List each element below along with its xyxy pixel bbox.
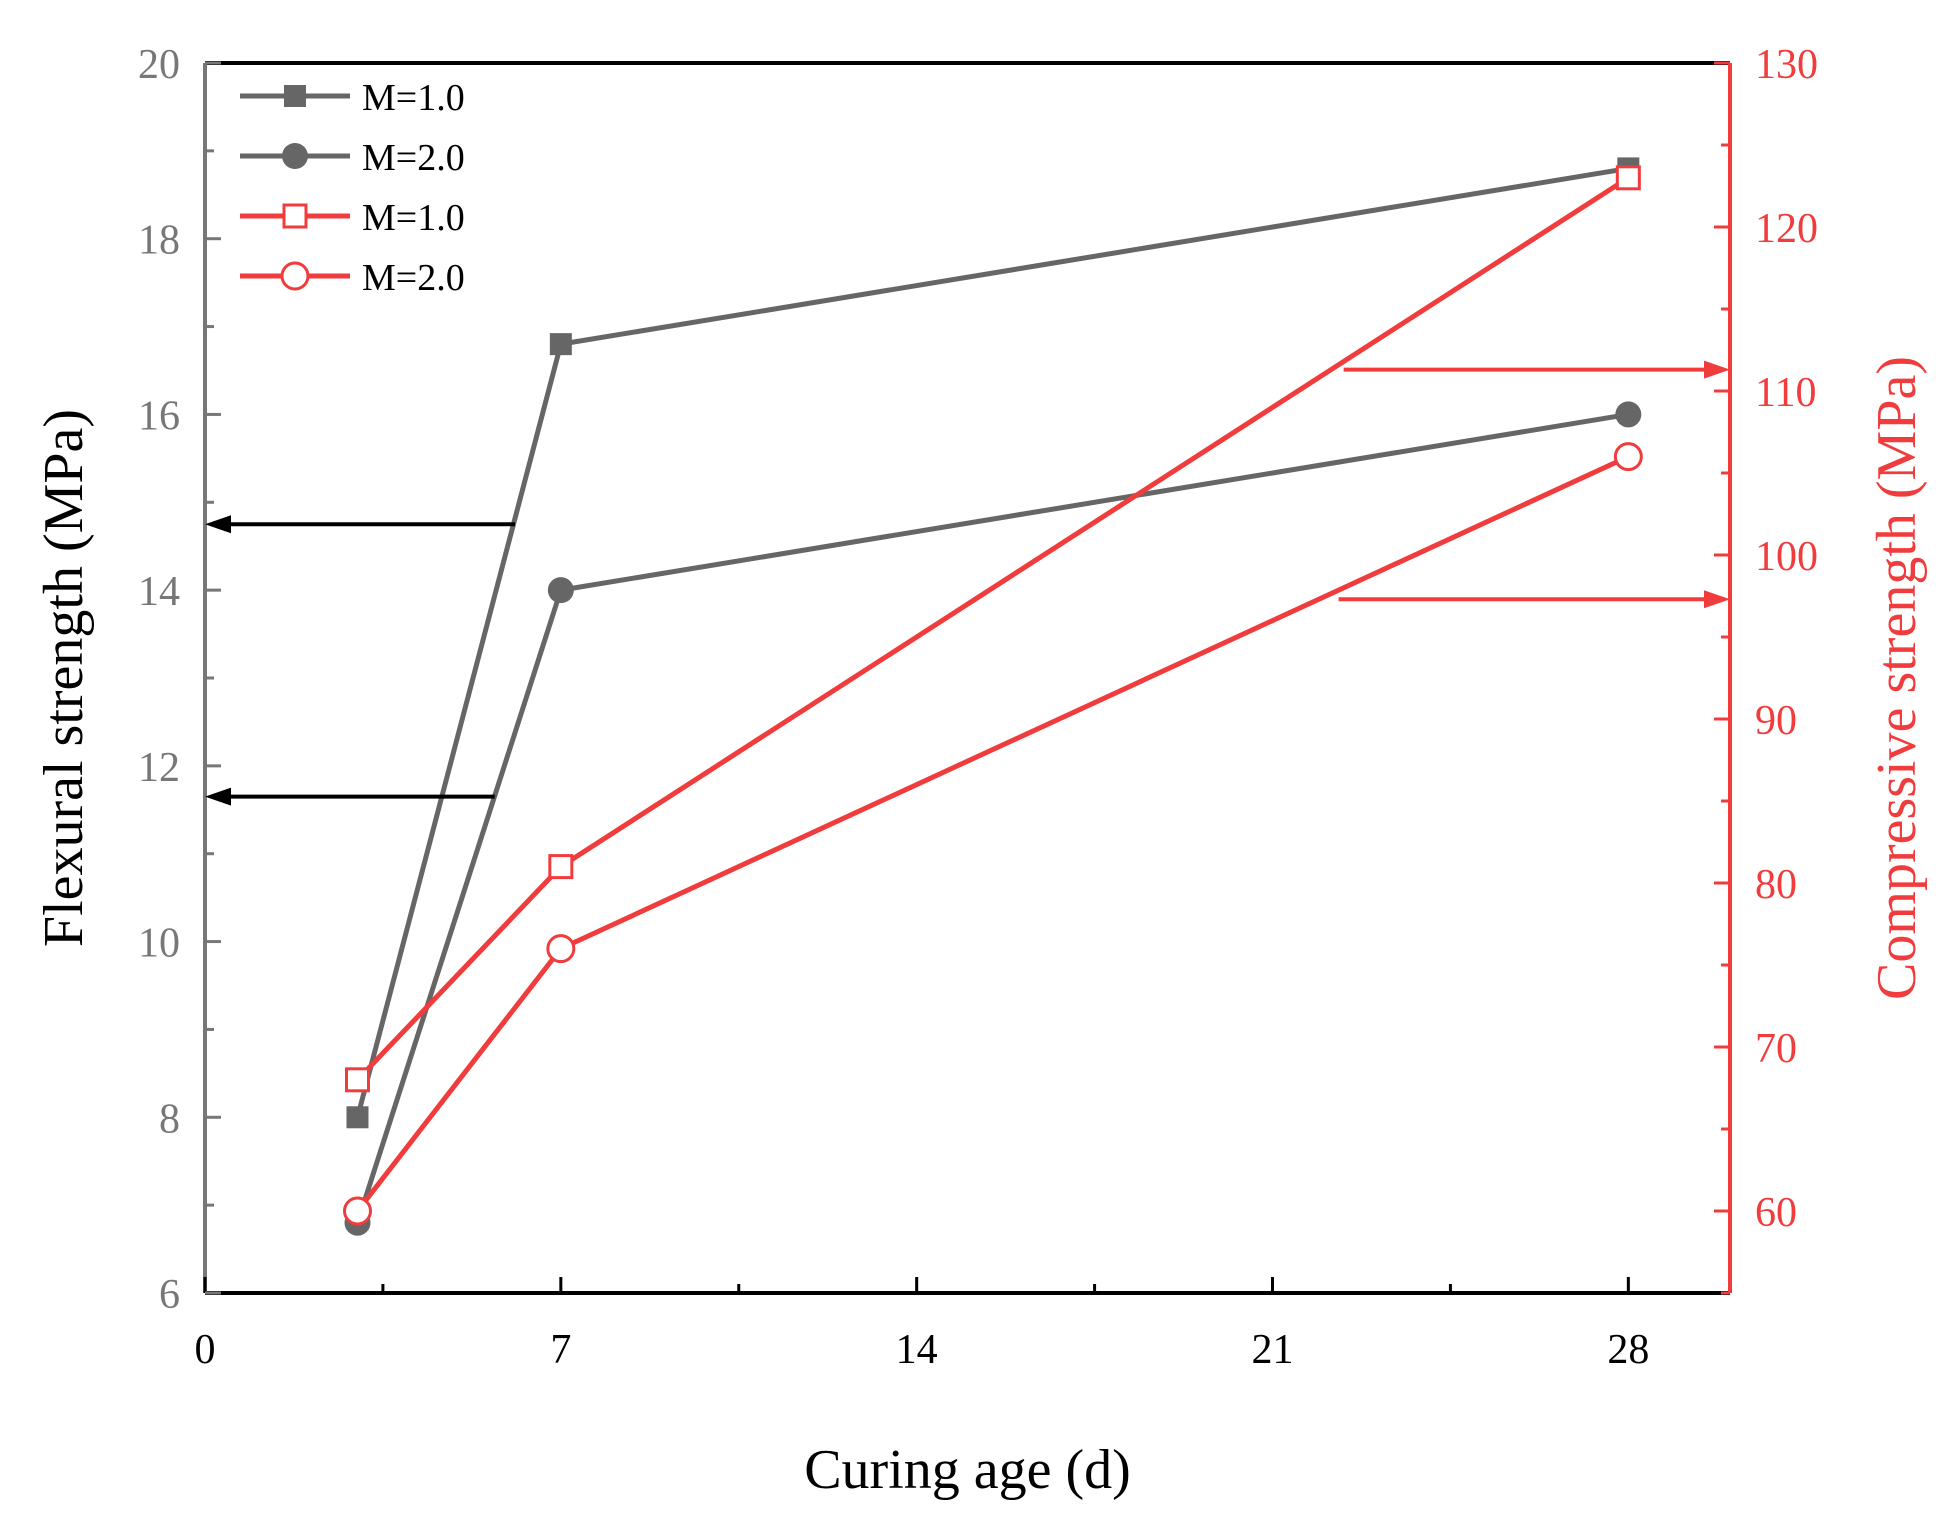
- y-left-tick-label: 18: [138, 218, 180, 264]
- annotation-arrows: [205, 360, 1730, 806]
- right-y-axis-ticks: 60 70 80 90 100 110 120 130: [1714, 42, 1818, 1295]
- plot-frame: [203, 61, 1732, 1295]
- y-right-tick-label: 80: [1755, 862, 1797, 908]
- series-2-left: [344, 401, 1642, 1236]
- arrow-head: [1704, 590, 1730, 609]
- legend: M=1.0 M=2.0 M=1.0 M=2.0: [240, 77, 465, 299]
- y-right-tick-label: 70: [1755, 1026, 1797, 1072]
- y-right-tick-label: 90: [1755, 698, 1797, 744]
- data-point: [546, 934, 576, 964]
- legend-marker: [284, 85, 306, 107]
- y-left-tick-label: 16: [138, 393, 180, 439]
- x-tick-label: 7: [550, 1327, 571, 1373]
- legend-marker: [282, 203, 308, 229]
- annotation-arrow-right: [1343, 360, 1730, 379]
- annotation-arrow-right: [1338, 590, 1730, 609]
- y-left-tick-label: 20: [138, 42, 180, 88]
- series-line: [355, 454, 1630, 1213]
- data-point: [346, 1106, 369, 1129]
- legend-entry: M=2.0: [240, 257, 465, 299]
- annotation-arrow-left: [205, 787, 495, 806]
- left-y-axis-title: Flexural strength (MPa): [33, 409, 95, 947]
- y-right-tick-label: 130: [1755, 42, 1818, 88]
- series-1-left: [346, 157, 1640, 1129]
- y-left-tick-label: 12: [138, 745, 180, 791]
- legend-entry: M=2.0: [240, 137, 465, 179]
- x-tick-label: 28: [1607, 1327, 1649, 1373]
- series-line: [355, 165, 1629, 1118]
- y-right-tick-label: 120: [1755, 206, 1818, 252]
- legend-label: M=1.0: [362, 197, 465, 239]
- right-y-axis-title: Compressive strength (MPa): [1866, 356, 1928, 1000]
- x-tick-label: 0: [195, 1327, 216, 1373]
- y-right-tick-label: 60: [1755, 1190, 1797, 1236]
- legend-entry: M=1.0: [240, 197, 465, 239]
- data-point: [343, 1196, 372, 1226]
- y-right-tick-label: 110: [1755, 370, 1816, 416]
- y-left-tick-label: 14: [138, 569, 180, 615]
- x-axis-title: Curing age (d): [804, 1439, 1131, 1501]
- y-left-tick-label: 6: [159, 1272, 180, 1318]
- data-point: [1615, 401, 1642, 428]
- legend-label: M=2.0: [362, 137, 465, 179]
- data-point: [1613, 442, 1643, 472]
- y-right-tick-label: 100: [1755, 534, 1818, 580]
- x-tick-label: 21: [1252, 1327, 1294, 1373]
- data-point: [345, 1067, 370, 1093]
- legend-label: M=1.0: [362, 77, 465, 119]
- arrow-head: [1704, 360, 1730, 379]
- legend-entry: M=1.0: [240, 77, 465, 119]
- y-left-tick-label: 8: [159, 1096, 180, 1142]
- series-3-right: [345, 165, 1641, 1093]
- x-axis-ticks: 0 7 14 21 28: [195, 1277, 1649, 1373]
- data-point: [549, 333, 572, 356]
- arrow-head: [205, 787, 231, 806]
- data-point: [548, 854, 574, 880]
- legend-marker: [282, 143, 308, 169]
- data-point: [547, 577, 574, 604]
- arrow-head: [205, 515, 231, 534]
- legend-label: M=2.0: [362, 257, 465, 299]
- x-tick-label: 14: [896, 1327, 938, 1373]
- annotation-arrow-left: [205, 515, 516, 534]
- series-line: [355, 411, 1629, 1224]
- data-point: [1615, 165, 1641, 191]
- legend-marker: [280, 261, 310, 291]
- series-layer: [343, 157, 1643, 1236]
- y-left-tick-label: 10: [138, 921, 180, 967]
- left-y-axis-ticks: 6 8 10 12 14 16 18 20: [138, 42, 221, 1318]
- series-4-right: [343, 442, 1643, 1226]
